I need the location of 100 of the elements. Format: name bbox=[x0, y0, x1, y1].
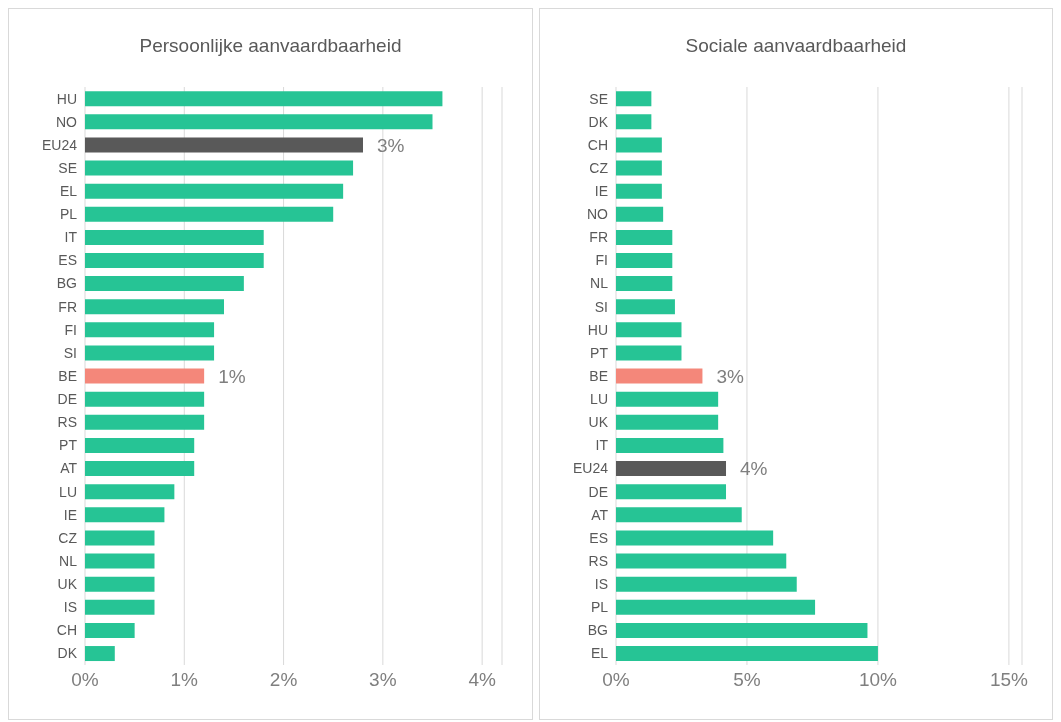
y-tick-label: EU24 bbox=[572, 460, 609, 477]
y-tick-label: CZ bbox=[589, 159, 609, 176]
y-tick-label: NO bbox=[587, 206, 609, 223]
bar bbox=[616, 530, 774, 546]
bar bbox=[616, 437, 724, 453]
bar bbox=[616, 322, 682, 338]
y-tick-label: EL bbox=[59, 183, 78, 200]
data-label: 1% bbox=[218, 365, 246, 387]
y-tick-label: FI bbox=[595, 252, 608, 269]
y-tick-label: IE bbox=[63, 506, 77, 523]
y-tick-label: IS bbox=[63, 599, 77, 616]
x-tick-label: 4% bbox=[468, 669, 496, 691]
bar bbox=[85, 299, 224, 315]
x-tick-label: 5% bbox=[733, 669, 761, 691]
y-tick-label: SE bbox=[589, 90, 608, 107]
bar bbox=[85, 322, 215, 338]
bar bbox=[85, 345, 215, 361]
bar bbox=[85, 91, 443, 107]
y-tick-label: BG bbox=[56, 275, 77, 292]
y-tick-label: IE bbox=[594, 183, 608, 200]
bar bbox=[616, 91, 652, 107]
y-tick-label: RS bbox=[588, 552, 608, 569]
bar bbox=[85, 391, 205, 407]
y-tick-label: BE bbox=[58, 367, 77, 384]
bar bbox=[616, 391, 719, 407]
data-label: 3% bbox=[377, 134, 405, 156]
bar bbox=[616, 160, 662, 176]
y-tick-label: BG bbox=[587, 622, 608, 639]
x-tick-label: 10% bbox=[858, 669, 898, 691]
bar bbox=[616, 576, 797, 592]
y-tick-label: ES bbox=[589, 529, 608, 546]
bar bbox=[85, 437, 195, 453]
bar bbox=[616, 253, 673, 268]
bar bbox=[616, 276, 673, 292]
bar bbox=[616, 599, 816, 615]
bar bbox=[85, 553, 155, 569]
bar bbox=[616, 646, 878, 662]
bar bbox=[85, 229, 264, 245]
x-tick-label: 0% bbox=[71, 669, 99, 691]
y-tick-label: IT bbox=[595, 437, 609, 454]
y-tick-label: UK bbox=[588, 414, 609, 431]
y-tick-label: FR bbox=[589, 229, 608, 246]
chart-title: Sociale aanvaardbaarheid bbox=[684, 35, 908, 58]
bar bbox=[616, 414, 719, 430]
bar bbox=[616, 553, 787, 569]
bar bbox=[616, 484, 727, 500]
bar bbox=[85, 368, 205, 384]
data-label: 3% bbox=[716, 365, 745, 387]
bar bbox=[85, 461, 195, 477]
x-tick-label: 2% bbox=[269, 669, 298, 691]
bar bbox=[85, 276, 244, 292]
bar bbox=[616, 368, 703, 384]
x-tick-label: 0% bbox=[602, 669, 630, 691]
y-tick-label: PL bbox=[59, 206, 78, 223]
chart-title: Persoonlijke aanvaardbaarheid bbox=[138, 35, 403, 58]
y-tick-label: SI bbox=[594, 298, 608, 315]
bar bbox=[85, 183, 344, 199]
y-tick-label: EU24 bbox=[41, 136, 78, 153]
bar bbox=[616, 229, 673, 245]
x-tick-label: 15% bbox=[989, 669, 1029, 691]
bar bbox=[616, 206, 664, 222]
y-tick-label: AT bbox=[591, 506, 609, 523]
bar bbox=[616, 507, 742, 523]
y-tick-label: ES bbox=[58, 252, 77, 269]
y-tick-label: DE bbox=[57, 391, 77, 408]
y-tick-label: UK bbox=[57, 576, 78, 593]
bar bbox=[616, 137, 662, 153]
bar bbox=[616, 622, 868, 638]
y-tick-label: PT bbox=[59, 437, 78, 454]
bar bbox=[616, 114, 652, 130]
y-tick-label: DK bbox=[57, 645, 78, 662]
y-tick-label: IT bbox=[64, 229, 78, 246]
bar bbox=[85, 530, 155, 546]
y-tick-label: DK bbox=[588, 113, 609, 130]
y-tick-label: BE bbox=[589, 367, 608, 384]
y-tick-label: NL bbox=[59, 552, 78, 569]
y-tick-label: DE bbox=[588, 483, 608, 500]
bar bbox=[85, 484, 175, 500]
bar bbox=[616, 299, 675, 315]
bar bbox=[616, 345, 682, 361]
y-tick-label: AT bbox=[60, 460, 78, 477]
y-tick-label: FI bbox=[64, 321, 77, 338]
y-tick-label: HU bbox=[56, 90, 77, 107]
bar bbox=[85, 576, 155, 592]
data-label: 4% bbox=[740, 458, 768, 480]
bar bbox=[85, 206, 334, 222]
y-tick-label: FR bbox=[58, 298, 77, 315]
y-tick-label: CZ bbox=[58, 529, 78, 546]
y-tick-label: LU bbox=[59, 483, 77, 500]
bar bbox=[85, 253, 264, 268]
y-tick-label: IS bbox=[594, 576, 608, 593]
x-tick-label: 3% bbox=[369, 669, 397, 691]
y-tick-label: SI bbox=[63, 344, 77, 361]
y-tick-label: SE bbox=[58, 159, 77, 176]
y-tick-label: EL bbox=[590, 645, 609, 662]
y-tick-label: RS bbox=[57, 414, 77, 431]
bar bbox=[85, 160, 354, 176]
bar bbox=[85, 599, 155, 615]
y-tick-label: HU bbox=[587, 321, 608, 338]
y-tick-label: PT bbox=[590, 344, 609, 361]
